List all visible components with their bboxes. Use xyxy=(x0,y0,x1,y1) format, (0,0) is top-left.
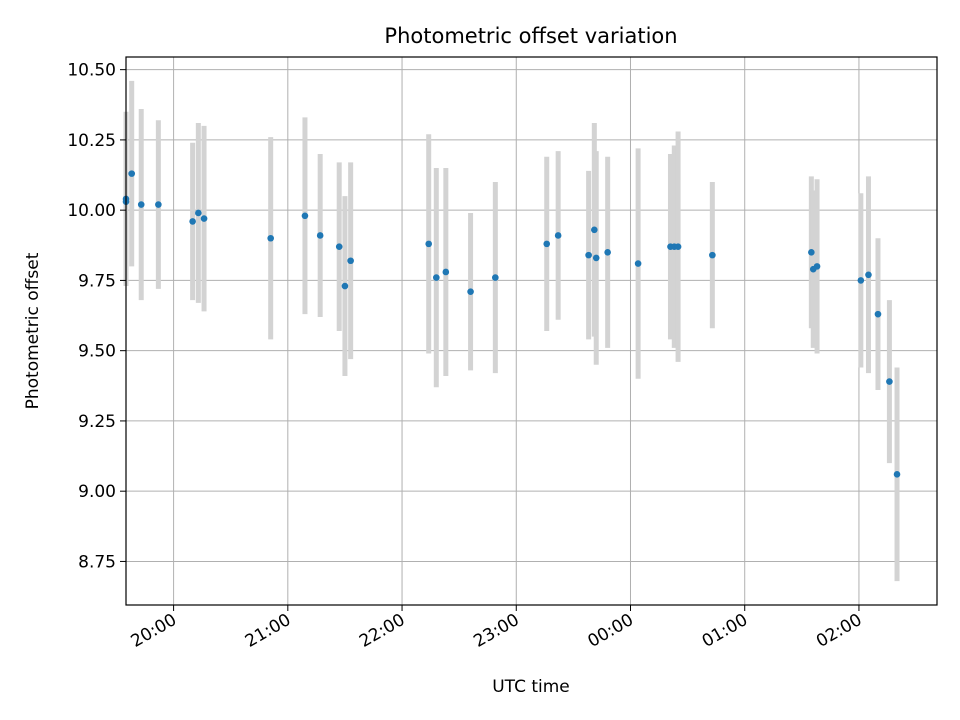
data-point xyxy=(425,240,432,248)
data-point xyxy=(137,201,145,208)
data-point xyxy=(341,282,349,290)
data-point xyxy=(195,209,202,217)
data-point xyxy=(893,471,901,478)
y-tick-label: 10.00 xyxy=(67,201,116,221)
data-point xyxy=(442,268,450,276)
data-point xyxy=(604,249,611,256)
y-tick-label: 9.00 xyxy=(78,482,116,502)
data-point xyxy=(886,378,893,385)
data-point xyxy=(674,243,682,250)
data-point xyxy=(808,249,815,256)
data-point xyxy=(874,310,882,318)
data-point xyxy=(585,251,592,259)
data-point xyxy=(467,288,474,295)
y-axis-label: Photometric offset xyxy=(23,252,43,409)
data-point xyxy=(554,232,562,239)
data-point xyxy=(267,234,274,242)
data-point xyxy=(492,274,499,281)
y-axis-ticks: 8.75 9.00 9.25 9.50 9.75 10.00 10.25 10.50 xyxy=(67,61,126,572)
data-point xyxy=(865,271,872,279)
data-point xyxy=(592,254,600,262)
grid xyxy=(126,57,937,605)
data-point xyxy=(189,218,196,225)
data-point xyxy=(433,274,440,281)
data-point xyxy=(591,226,598,234)
y-tick-label: 9.75 xyxy=(78,271,116,291)
y-tick-label: 8.75 xyxy=(78,552,116,572)
y-tick-label: 10.50 xyxy=(67,61,116,81)
data-point xyxy=(335,243,343,250)
data-point xyxy=(543,240,551,248)
y-tick-label: 10.25 xyxy=(67,131,116,151)
data-point xyxy=(634,260,642,267)
data-point xyxy=(301,212,309,220)
data-point xyxy=(347,257,354,265)
data-point xyxy=(155,201,162,208)
y-tick-label: 9.50 xyxy=(78,342,116,362)
plot-frame xyxy=(125,56,938,606)
chart-title: Photometric offset variation xyxy=(384,24,677,48)
data-point xyxy=(857,277,865,284)
data-point xyxy=(200,215,208,222)
data-points xyxy=(122,170,901,478)
data-point xyxy=(709,251,716,259)
y-tick-label: 9.25 xyxy=(78,412,116,432)
data-point xyxy=(813,263,821,270)
x-axis-label: UTC time xyxy=(492,677,570,697)
data-point xyxy=(316,232,324,239)
data-point xyxy=(128,170,136,177)
